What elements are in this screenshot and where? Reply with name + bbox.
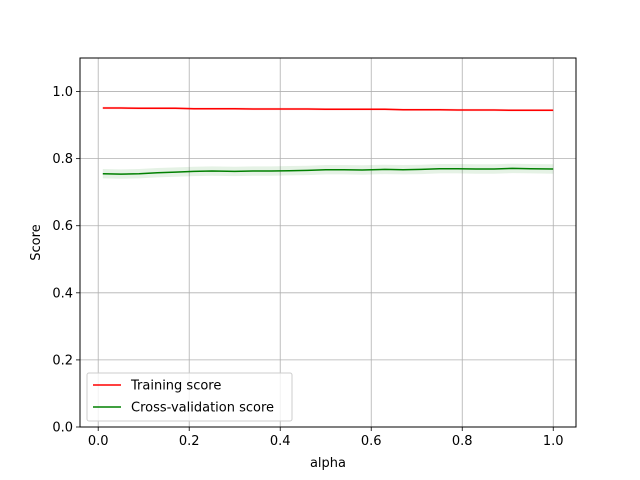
x-tick-label: 0.0	[88, 434, 109, 449]
y-tick-label: 0.8	[52, 152, 73, 167]
x-tick-label: 1.0	[543, 434, 564, 449]
x-tick-label: 0.6	[361, 434, 382, 449]
legend-label-training: Training score	[130, 379, 221, 394]
cross-validation-score-band	[102, 163, 554, 179]
y-axis-label: Score	[29, 224, 44, 260]
legend-box	[86, 372, 293, 422]
legend-label-cross-validation: Cross-validation score	[131, 401, 274, 416]
y-tick-label: 0.0	[52, 421, 73, 436]
x-tick-label: 0.8	[452, 434, 473, 449]
legend: Training score Cross-validation score	[86, 372, 293, 422]
y-tick-label: 0.2	[52, 353, 73, 368]
y-tick-label: 0.6	[52, 219, 73, 234]
y-tick-label: 1.0	[52, 85, 73, 100]
x-tick-label: 0.2	[179, 434, 200, 449]
x-axis-ticks: 0.0 0.2 0.4 0.6 0.8 1.0	[88, 427, 564, 449]
grid	[80, 58, 576, 428]
x-axis-label: alpha	[310, 456, 346, 471]
x-tick-label: 0.4	[270, 434, 291, 449]
plot-frame	[79, 57, 577, 428]
score-lines	[102, 107, 554, 175]
y-axis-ticks: 0.0 0.2 0.4 0.6 0.8 1.0	[52, 85, 80, 436]
y-tick-label: 0.4	[52, 286, 73, 301]
